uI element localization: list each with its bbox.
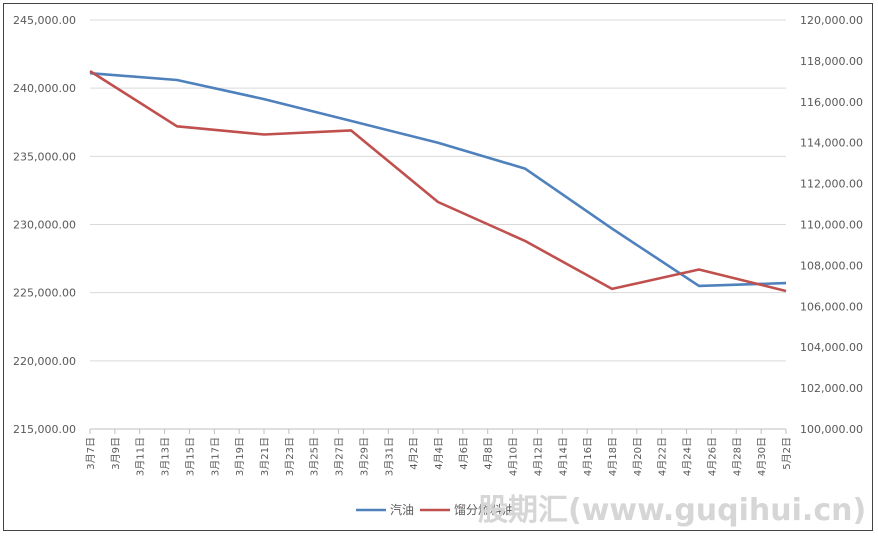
x-tick-label: 5月2日	[781, 437, 793, 470]
x-tick-label: 3月21日	[259, 437, 271, 476]
y-left-tick-label: 230,000.00	[13, 219, 76, 232]
y-left-tick-label: 220,000.00	[13, 355, 76, 368]
watermark-text: 股期汇(www.guqihui.cn)	[478, 493, 866, 528]
x-tick-label: 3月23日	[284, 437, 296, 476]
x-tick-label: 3月19日	[234, 437, 246, 476]
y-right-tick-label: 114,000.00	[800, 137, 863, 150]
y-right-tick-label: 112,000.00	[800, 178, 863, 191]
x-tick-label: 4月6日	[458, 437, 470, 470]
legend-label: 馏分燃料油	[454, 502, 514, 517]
y-left-tick-label: 235,000.00	[13, 150, 76, 163]
y-left-tick-label: 215,000.00	[13, 423, 76, 436]
x-tick-label: 4月28日	[731, 437, 743, 476]
series-line-1	[89, 70, 787, 293]
y-right-tick-label: 120,000.00	[800, 14, 863, 27]
x-tick-label: 3月15日	[184, 437, 196, 476]
x-tick-label: 4月26日	[706, 437, 718, 476]
y-right-tick-label: 108,000.00	[800, 259, 863, 272]
x-tick-label: 4月24日	[682, 437, 694, 476]
legend-label: 汽油	[390, 502, 414, 517]
x-tick-label: 4月12日	[532, 437, 544, 476]
y-right-tick-label: 102,000.00	[800, 382, 863, 395]
y-right-tick-label: 110,000.00	[800, 219, 863, 232]
x-tick-label: 4月22日	[657, 437, 669, 476]
y-right-tick-label: 100,000.00	[800, 423, 863, 436]
x-tick-label: 4月14日	[557, 437, 569, 476]
x-tick-label: 3月11日	[135, 437, 147, 476]
series-line-0	[89, 71, 787, 288]
x-tick-label: 3月13日	[160, 437, 172, 476]
x-tick-label: 4月18日	[607, 437, 619, 476]
chart-frame	[3, 3, 873, 531]
x-tick-label: 3月17日	[209, 437, 221, 476]
x-tick-label: 3月27日	[334, 437, 346, 476]
y-left-tick-label: 225,000.00	[13, 287, 76, 300]
y-right-tick-label: 116,000.00	[800, 96, 863, 109]
x-tick-label: 4月16日	[582, 437, 594, 476]
x-tick-label: 4月20日	[632, 437, 644, 476]
y-right-tick-label: 106,000.00	[800, 300, 863, 313]
x-tick-label: 4月8日	[483, 437, 495, 470]
y-left-tick-label: 240,000.00	[13, 82, 76, 95]
x-tick-label: 3月7日	[85, 437, 97, 470]
x-tick-label: 4月4日	[433, 437, 445, 470]
x-tick-label: 3月9日	[110, 437, 122, 470]
y-right-tick-label: 118,000.00	[800, 55, 863, 68]
x-tick-label: 3月25日	[309, 437, 321, 476]
y-right-tick-label: 104,000.00	[800, 341, 863, 354]
x-tick-label: 4月30日	[756, 437, 768, 476]
y-left-tick-label: 245,000.00	[13, 14, 76, 27]
x-tick-label: 4月10日	[508, 437, 520, 476]
x-tick-label: 3月31日	[383, 437, 395, 476]
x-tick-label: 3月29日	[358, 437, 370, 476]
x-tick-label: 4月2日	[408, 437, 420, 470]
